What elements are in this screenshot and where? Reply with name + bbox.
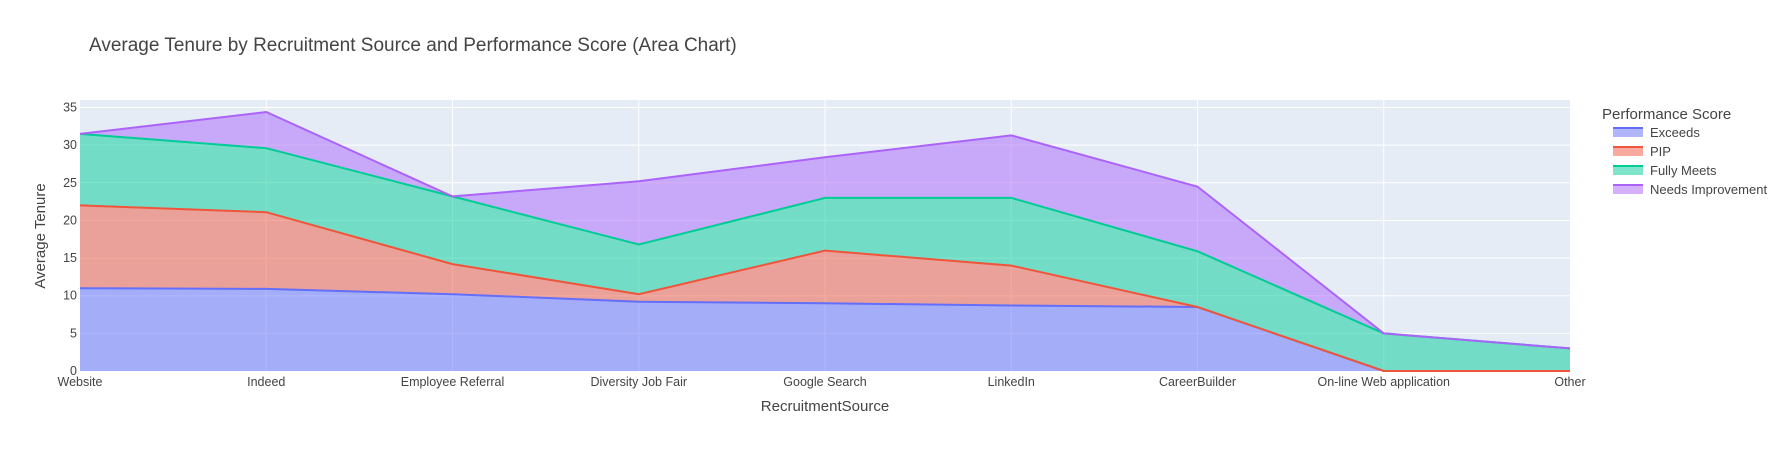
legend-swatch [1613,166,1643,175]
x-axis-ticks: Website Indeed Employee Referral Diversity … [58,375,1586,389]
y-tick-label: 15 [63,251,77,265]
y-tick-label: 25 [63,176,77,190]
y-tick-label: 30 [63,138,77,152]
legend-label: Exceeds [1650,125,1700,140]
y-axis-title: Average Tenure [32,183,49,288]
legend-swatch [1613,147,1643,156]
y-tick-label: 20 [63,213,77,227]
legend-label: Fully Meets [1650,163,1717,178]
area-exceeds[interactable] [80,288,1570,371]
y-tick-label: 0 [70,364,77,378]
line-needs-improvement [79,110,1571,350]
series-lines-layer [79,110,1571,372]
legend-item-pip[interactable]: PIP [1613,144,1671,159]
y-tick-label: 10 [63,289,77,303]
line-fully-meets [79,132,1571,350]
x-tick-label: Other [1554,375,1585,389]
x-tick-label: Diversity Job Fair [590,375,687,389]
x-tick-label: Google Search [783,375,866,389]
area-pip[interactable] [80,205,1570,371]
area-needs-improvement[interactable] [80,112,1570,349]
area-fully-meets[interactable] [80,133,1570,371]
x-tick-label: On-line Web application [1318,375,1451,389]
legend-item-fully-meets[interactable]: Fully Meets [1613,163,1717,178]
x-axis-title: RecruitmentSource [761,398,889,415]
x-tick-label: Employee Referral [401,375,505,389]
y-tick-label: 5 [70,326,77,340]
legend-swatch [1613,185,1643,194]
legend-item-needs-improvement[interactable]: Needs Improvement [1613,182,1767,197]
chart-title: Average Tenure by Recruitment Source and… [89,35,737,56]
line-pip [79,204,1570,372]
y-tick-label: 35 [63,101,77,115]
x-tick-label: LinkedIn [988,375,1035,389]
legend-item-exceeds[interactable]: Exceeds [1613,125,1700,140]
y-axis-ticks: 0 5 10 15 20 25 30 35 [63,101,77,378]
area-series-layer [80,112,1570,371]
legend-swatch [1613,128,1643,137]
x-tick-label: Website [58,375,103,389]
x-tick-label: Indeed [247,375,285,389]
legend-title: Performance Score [1602,106,1731,123]
legend-label: Needs Improvement [1650,182,1767,197]
x-tick-label: CareerBuilder [1159,375,1236,389]
legend-label: PIP [1650,144,1671,159]
legend[interactable]: Performance Score Exceeds PIP Fully Meets N… [1602,106,1767,197]
